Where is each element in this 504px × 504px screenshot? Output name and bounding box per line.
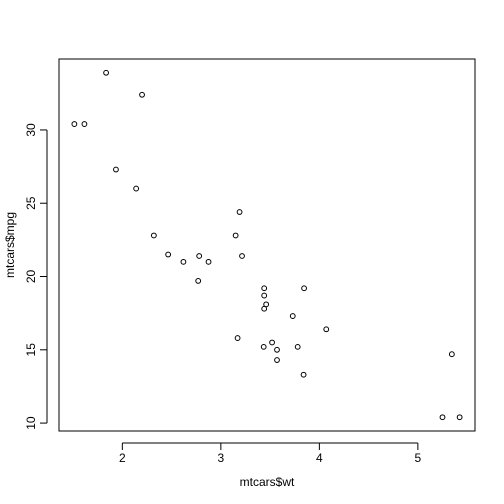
point [196,253,203,259]
x-tick-label: 2 [119,451,126,465]
point [269,339,275,346]
x-tick-label: 4 [316,451,323,465]
point [260,343,267,350]
y-tick-label: 25 [24,196,38,210]
point [236,209,243,215]
y-tick-label: 15 [24,343,38,357]
point [195,278,202,284]
point [232,232,239,239]
point [274,346,280,353]
y-tick-label: 30 [24,123,38,137]
point [133,185,140,192]
point [150,232,157,239]
point [113,166,119,173]
y-tick-label: 20 [24,270,38,284]
point [180,258,187,265]
point [71,121,78,127]
point [274,357,280,363]
point [294,343,301,350]
plot-box [58,58,476,432]
point [239,253,245,259]
x-axis-label: mtcars$wt [240,475,295,489]
x-tick-label: 3 [218,451,225,465]
point [323,326,330,333]
point [81,121,88,127]
point [205,258,212,265]
point [165,251,172,258]
point [261,292,268,299]
point [103,69,109,76]
y-axis-label: mtcars$mpg [3,212,17,278]
x-tick-label: 5 [415,451,422,465]
point [456,414,463,421]
point [289,313,296,319]
point [261,305,268,312]
point [448,351,455,358]
y-tick-label: 10 [24,416,38,430]
point [261,285,268,292]
point [300,371,307,378]
point [234,335,241,341]
point [301,285,307,292]
point [139,91,145,98]
point [439,414,446,421]
